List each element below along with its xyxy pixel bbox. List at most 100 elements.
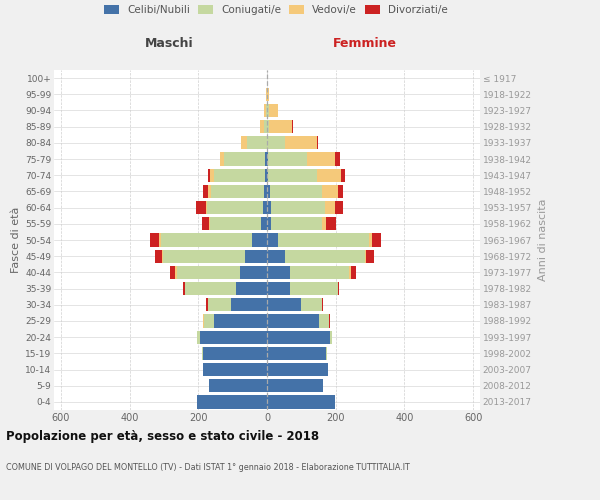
Bar (209, 379, 267, 392)
Bar (236, 282, 267, 295)
Bar (175, 266, 176, 279)
Bar (183, 282, 185, 295)
Text: Maschi: Maschi (145, 36, 193, 50)
Bar (264, 185, 267, 198)
Bar (245, 250, 267, 263)
Bar (204, 314, 214, 328)
Bar (207, 201, 263, 214)
Bar (326, 217, 336, 230)
Bar (271, 201, 325, 214)
Bar (202, 346, 203, 360)
Bar (200, 330, 267, 344)
Bar (267, 314, 319, 328)
Bar (267, 282, 290, 295)
Bar (159, 234, 161, 246)
Bar (267, 217, 271, 230)
Bar (206, 201, 207, 214)
Bar (351, 266, 356, 279)
Legend: Celibi/Nubili, Coniugati/e, Vedovi/e, Divorziati/e: Celibi/Nubili, Coniugati/e, Vedovi/e, Di… (104, 5, 448, 15)
Bar (301, 298, 322, 312)
Bar (214, 168, 265, 182)
Bar (268, 136, 285, 149)
Bar (322, 217, 326, 230)
Bar (264, 120, 267, 134)
Bar (203, 346, 267, 360)
Y-axis label: Fasce di età: Fasce di età (11, 207, 21, 273)
Bar (196, 201, 206, 214)
Bar (267, 234, 278, 246)
Bar (161, 234, 251, 246)
Bar (349, 266, 351, 279)
Bar (267, 298, 301, 312)
Bar (267, 363, 328, 376)
Bar (208, 185, 211, 198)
Bar (366, 250, 373, 263)
Bar (326, 346, 328, 360)
Bar (263, 201, 267, 214)
Bar (341, 168, 346, 182)
Bar (267, 250, 285, 263)
Bar (211, 168, 214, 182)
Bar (278, 234, 369, 246)
Bar (268, 104, 269, 117)
Bar (322, 185, 338, 198)
Bar (266, 104, 267, 117)
Bar (329, 314, 330, 328)
Bar (208, 168, 211, 182)
Bar (206, 298, 208, 312)
Bar (260, 120, 264, 134)
Bar (203, 314, 204, 328)
Bar (224, 152, 265, 166)
Bar (197, 396, 267, 408)
Bar (185, 282, 236, 295)
Bar (322, 298, 323, 312)
Bar (268, 120, 269, 134)
Bar (268, 168, 317, 182)
Bar (209, 217, 210, 230)
Bar (265, 168, 267, 182)
Bar (290, 282, 338, 295)
Bar (267, 396, 335, 408)
Bar (269, 120, 292, 134)
Bar (267, 346, 326, 360)
Bar (264, 104, 266, 117)
Bar (208, 298, 231, 312)
Bar (267, 152, 268, 166)
Bar (329, 330, 332, 344)
Bar (247, 136, 267, 149)
Bar (267, 379, 323, 392)
Bar (251, 234, 267, 246)
Bar (338, 282, 339, 295)
Bar (271, 217, 322, 230)
Bar (268, 88, 269, 101)
Text: COMUNE DI VOLPAGO DEL MONTELLO (TV) - Dati ISTAT 1° gennaio 2018 - Elaborazione : COMUNE DI VOLPAGO DEL MONTELLO (TV) - Da… (6, 462, 410, 471)
Bar (338, 185, 343, 198)
Y-axis label: Anni di nascita: Anni di nascita (538, 198, 548, 281)
Bar (269, 104, 278, 117)
Bar (267, 266, 290, 279)
Bar (261, 217, 267, 230)
Bar (292, 120, 293, 134)
Bar (210, 217, 261, 230)
Bar (214, 314, 267, 328)
Bar (203, 363, 267, 376)
Bar (203, 185, 208, 198)
Bar (265, 152, 267, 166)
Bar (267, 185, 270, 198)
Bar (325, 201, 335, 214)
Bar (239, 266, 267, 279)
Bar (285, 250, 365, 263)
Bar (267, 330, 329, 344)
Bar (268, 152, 307, 166)
Bar (290, 266, 349, 279)
Bar (365, 250, 366, 263)
Bar (270, 185, 322, 198)
Bar (211, 185, 264, 198)
Bar (307, 152, 335, 166)
Bar (155, 250, 161, 263)
Bar (163, 250, 245, 263)
Bar (317, 168, 341, 182)
Bar (319, 314, 329, 328)
Bar (369, 234, 372, 246)
Bar (267, 168, 268, 182)
